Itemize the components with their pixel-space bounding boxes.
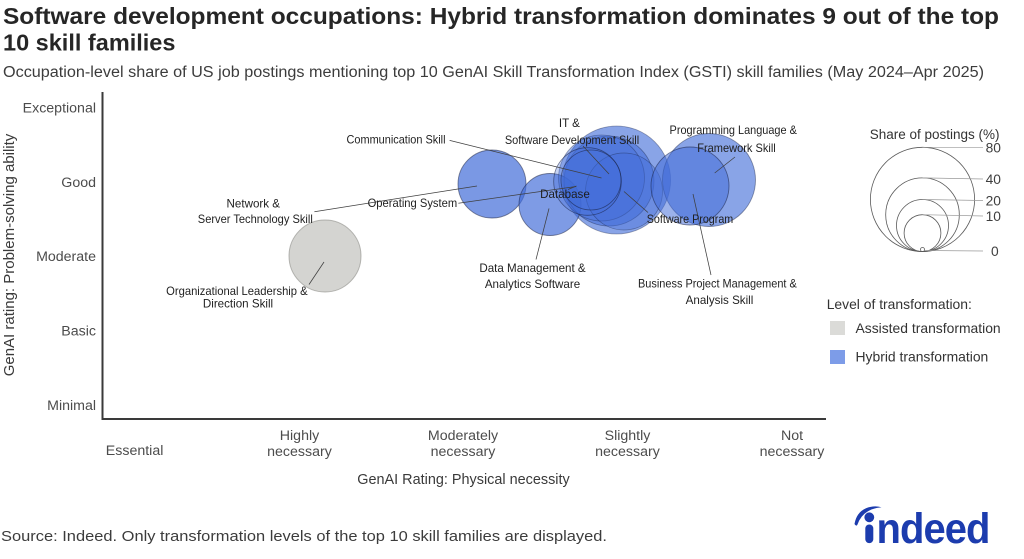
- svg-text:GenAI rating: Problem-solving: GenAI rating: Problem-solving ability: [1, 133, 18, 376]
- svg-text:Highly: Highly: [280, 428, 320, 444]
- svg-text:necessary: necessary: [595, 444, 661, 460]
- svg-text:Occupation-level share of US j: Occupation-level share of US job posting…: [3, 64, 984, 81]
- svg-text:40: 40: [986, 172, 1002, 187]
- svg-text:10: 10: [986, 209, 1002, 224]
- svg-text:Server Technology Skill: Server Technology Skill: [198, 213, 313, 226]
- svg-text:Software development occupatio: Software development occupations: Hybrid…: [3, 3, 999, 29]
- svg-text:Analytics Software: Analytics Software: [485, 278, 580, 291]
- svg-text:Assisted transformation: Assisted transformation: [856, 320, 1001, 336]
- svg-text:Operating System: Operating System: [368, 197, 458, 210]
- svg-text:Analysis Skill: Analysis Skill: [686, 294, 754, 307]
- svg-text:Direction Skill: Direction Skill: [203, 298, 273, 311]
- svg-text:20: 20: [986, 194, 1002, 209]
- svg-text:necessary: necessary: [760, 444, 826, 460]
- svg-text:Framework Skill: Framework Skill: [697, 142, 776, 155]
- svg-text:10 skill families: 10 skill families: [3, 30, 175, 56]
- svg-text:Data Management &: Data Management &: [479, 262, 586, 275]
- svg-text:0: 0: [991, 244, 999, 259]
- svg-text:Network &: Network &: [227, 198, 281, 211]
- svg-text:Minimal: Minimal: [47, 398, 96, 414]
- svg-text:Exceptional: Exceptional: [23, 100, 96, 116]
- svg-text:Share of postings (%): Share of postings (%): [870, 127, 1000, 142]
- svg-text:Moderate: Moderate: [36, 249, 96, 265]
- svg-text:Moderately: Moderately: [428, 428, 499, 444]
- svg-text:Source: Indeed. Only transform: Source: Indeed. Only transformation leve…: [1, 528, 607, 545]
- svg-text:ndeed: ndeed: [877, 505, 990, 553]
- svg-text:Programming Language &: Programming Language &: [670, 124, 798, 137]
- svg-text:Communication Skill: Communication Skill: [347, 134, 446, 147]
- svg-text:Hybrid transformation: Hybrid transformation: [856, 349, 989, 365]
- svg-text:IT &: IT &: [559, 117, 580, 130]
- svg-text:Business Project Management &: Business Project Management &: [638, 278, 797, 291]
- svg-text:Level of transformation:: Level of transformation:: [827, 296, 972, 312]
- svg-text:Good: Good: [61, 175, 96, 191]
- svg-text:Essential: Essential: [106, 443, 164, 459]
- svg-text:Basic: Basic: [61, 323, 96, 339]
- svg-text:80: 80: [986, 140, 1002, 155]
- svg-text:Software Development Skill: Software Development Skill: [505, 134, 639, 147]
- svg-text:necessary: necessary: [267, 444, 333, 460]
- svg-text:Database: Database: [540, 188, 590, 201]
- svg-text:GenAI Rating: Physical necessi: GenAI Rating: Physical necessity: [357, 471, 570, 488]
- svg-text:necessary: necessary: [431, 444, 497, 460]
- svg-text:Not: Not: [781, 428, 803, 444]
- svg-text:Organizational Leadership &: Organizational Leadership &: [166, 285, 308, 298]
- svg-text:Slightly: Slightly: [605, 428, 652, 444]
- svg-text:Software Program: Software Program: [647, 213, 734, 226]
